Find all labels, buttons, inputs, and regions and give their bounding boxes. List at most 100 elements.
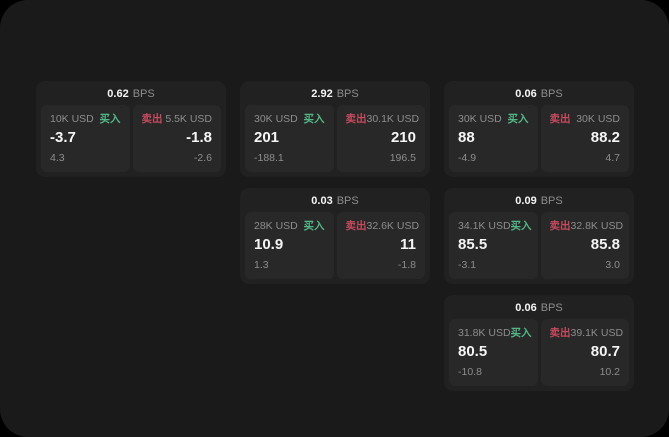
bps-unit-label: BPS — [540, 194, 563, 207]
sell-panel-top: 卖出 39.1K USD — [549, 327, 624, 340]
bps-value: 0.09 — [515, 194, 537, 207]
quote-card-4[interactable]: 0.03 BPS 28K USD 买入 10.9 1.3 卖出 32.6K US… — [240, 188, 430, 284]
bps-header: 2.92 BPS — [240, 81, 430, 103]
bps-header: 0.09 BPS — [444, 188, 634, 210]
sell-panel-top: 卖出 30.1K USD — [345, 113, 420, 126]
sell-price: 88.2 — [590, 129, 620, 146]
buy-panel[interactable]: 28K USD 买入 10.9 1.3 — [245, 212, 334, 279]
side-panels: 28K USD 买入 10.9 1.3 卖出 32.6K USD 11 -1.8 — [240, 210, 430, 284]
sell-side-badge: 卖出 — [345, 113, 367, 125]
sell-delta: 10.2 — [599, 366, 620, 378]
bps-unit-label: BPS — [132, 87, 155, 100]
buy-side-badge: 买入 — [99, 113, 121, 125]
sell-delta: -2.6 — [193, 152, 212, 164]
sell-panel[interactable]: 卖出 39.1K USD 80.7 10.2 — [540, 319, 629, 386]
side-panels: 10K USD 买入 -3.7 4.3 卖出 5.5K USD -1.8 -2.… — [36, 103, 226, 177]
buy-delta: -4.9 — [458, 152, 477, 164]
buy-panel[interactable]: 34.1K USD 买入 85.5 -3.1 — [449, 212, 538, 279]
quote-cards-grid: 0.62 BPS 10K USD 买入 -3.7 4.3 卖出 5.5K USD — [36, 81, 634, 391]
sell-size: 32.6K USD — [366, 220, 420, 232]
buy-delta: 4.3 — [50, 152, 65, 164]
side-panels: 30K USD 买入 88 -4.9 卖出 30K USD 88.2 4.7 — [444, 103, 634, 177]
buy-side-badge: 买入 — [303, 220, 325, 232]
buy-price: 10.9 — [254, 236, 284, 253]
sell-price: 210 — [390, 129, 416, 146]
buy-side-badge: 买入 — [303, 113, 325, 125]
buy-panel-top: 30K USD 买入 — [458, 113, 529, 126]
buy-size: 31.8K USD — [458, 327, 511, 339]
buy-panel-top: 31.8K USD 买入 — [458, 327, 532, 340]
bps-value: 0.03 — [311, 194, 333, 207]
buy-panel-top: 10K USD 买入 — [50, 113, 121, 126]
buy-side-badge: 买入 — [510, 327, 532, 339]
sell-delta: 3.0 — [605, 259, 620, 271]
quote-card-6[interactable]: 0.06 BPS 31.8K USD 买入 80.5 -10.8 卖出 39.1… — [444, 295, 634, 391]
bps-unit-label: BPS — [540, 87, 563, 100]
sell-price: 11 — [400, 236, 416, 253]
buy-price: 88 — [458, 129, 475, 146]
bps-unit-label: BPS — [336, 87, 359, 100]
buy-size: 28K USD — [254, 220, 298, 232]
buy-price: 201 — [254, 129, 280, 146]
quote-card-2[interactable]: 2.92 BPS 30K USD 买入 201 -188.1 卖出 30.1K … — [240, 81, 430, 177]
buy-panel-top: 34.1K USD 买入 — [458, 220, 532, 233]
sell-size: 30.1K USD — [366, 113, 420, 125]
sell-delta: 196.5 — [389, 152, 416, 164]
buy-size: 10K USD — [50, 113, 94, 125]
sell-panel-top: 卖出 5.5K USD — [142, 113, 213, 126]
bps-value: 0.06 — [515, 301, 537, 314]
bps-unit-label: BPS — [336, 194, 359, 207]
side-panels: 31.8K USD 买入 80.5 -10.8 卖出 39.1K USD 80.… — [444, 317, 634, 391]
sell-size: 30K USD — [576, 113, 620, 125]
sell-panel-top: 卖出 30K USD — [550, 113, 621, 126]
buy-delta: -3.1 — [458, 259, 477, 271]
sell-side-badge: 卖出 — [549, 327, 571, 339]
sell-size: 5.5K USD — [165, 113, 212, 125]
buy-price: -3.7 — [50, 129, 76, 146]
buy-size: 34.1K USD — [458, 220, 511, 232]
buy-panel[interactable]: 30K USD 买入 88 -4.9 — [449, 105, 538, 172]
bps-header: 0.06 BPS — [444, 81, 634, 103]
sell-size: 39.1K USD — [570, 327, 624, 339]
buy-panel[interactable]: 31.8K USD 买入 80.5 -10.8 — [449, 319, 538, 386]
sell-side-badge: 卖出 — [141, 113, 163, 125]
sell-price: 85.8 — [590, 236, 620, 253]
bps-header: 0.03 BPS — [240, 188, 430, 210]
buy-panel-top: 28K USD 买入 — [254, 220, 325, 233]
bps-value: 0.62 — [107, 87, 129, 100]
bps-value: 0.06 — [515, 87, 537, 100]
buy-side-badge: 买入 — [507, 113, 529, 125]
bps-header: 0.06 BPS — [444, 295, 634, 317]
buy-panel[interactable]: 30K USD 买入 201 -188.1 — [245, 105, 334, 172]
quote-card-3[interactable]: 0.06 BPS 30K USD 买入 88 -4.9 卖出 30K USD — [444, 81, 634, 177]
sell-panel[interactable]: 卖出 32.6K USD 11 -1.8 — [336, 212, 425, 279]
buy-size: 30K USD — [254, 113, 298, 125]
buy-panel[interactable]: 10K USD 买入 -3.7 4.3 — [41, 105, 130, 172]
buy-delta: 1.3 — [254, 259, 269, 271]
sell-panel[interactable]: 卖出 5.5K USD -1.8 -2.6 — [132, 105, 221, 172]
quote-card-1[interactable]: 0.62 BPS 10K USD 买入 -3.7 4.3 卖出 5.5K USD — [36, 81, 226, 177]
sell-delta: -1.8 — [397, 259, 416, 271]
sell-side-badge: 卖出 — [549, 113, 571, 125]
sell-panel-top: 卖出 32.8K USD — [549, 220, 624, 233]
sell-size: 32.8K USD — [570, 220, 624, 232]
sell-panel[interactable]: 卖出 30.1K USD 210 196.5 — [336, 105, 425, 172]
bps-unit-label: BPS — [540, 301, 563, 314]
quote-card-5[interactable]: 0.09 BPS 34.1K USD 买入 85.5 -3.1 卖出 32.8K… — [444, 188, 634, 284]
buy-price: 80.5 — [458, 343, 488, 360]
buy-panel-top: 30K USD 买入 — [254, 113, 325, 126]
sell-side-badge: 卖出 — [549, 220, 571, 232]
sell-panel-top: 卖出 32.6K USD — [346, 220, 420, 233]
sell-panel[interactable]: 卖出 30K USD 88.2 4.7 — [540, 105, 629, 172]
buy-delta: -10.8 — [458, 366, 482, 378]
side-panels: 30K USD 买入 201 -188.1 卖出 30.1K USD 210 1… — [240, 103, 430, 177]
buy-delta: -188.1 — [254, 152, 284, 164]
buy-size: 30K USD — [458, 113, 502, 125]
sell-price: 80.7 — [590, 343, 620, 360]
bps-value: 2.92 — [311, 87, 333, 100]
buy-side-badge: 买入 — [510, 220, 532, 232]
sell-delta: 4.7 — [605, 152, 620, 164]
side-panels: 34.1K USD 买入 85.5 -3.1 卖出 32.8K USD 85.8… — [444, 210, 634, 284]
sell-panel[interactable]: 卖出 32.8K USD 85.8 3.0 — [540, 212, 629, 279]
